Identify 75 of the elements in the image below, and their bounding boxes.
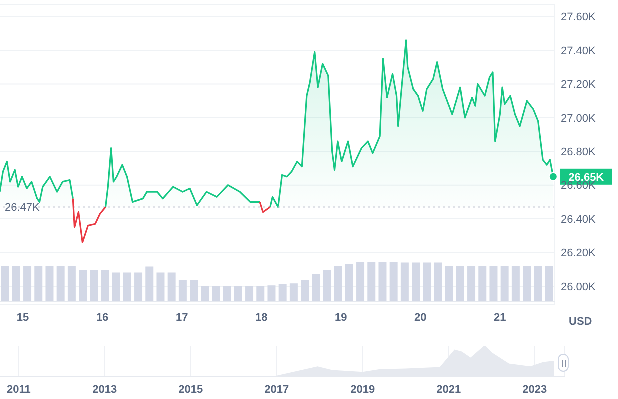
- bar: [156, 272, 165, 302]
- bar: [478, 266, 487, 302]
- bar: [301, 280, 310, 302]
- bar: [490, 266, 498, 302]
- bar: [112, 272, 120, 302]
- bar: [456, 266, 464, 302]
- y-tick-label: 26.80K: [561, 146, 597, 159]
- y-tick-label: 27.40K: [561, 45, 597, 58]
- bar: [12, 266, 20, 302]
- x-tick-label: 20: [414, 312, 427, 324]
- y-tick-label: 27.00K: [561, 112, 597, 125]
- bar: [190, 280, 198, 302]
- bar: [378, 262, 387, 302]
- x-tick-label: 21: [494, 312, 506, 324]
- bar: [334, 266, 342, 302]
- x-tick-label: 2023: [522, 384, 548, 396]
- bar: [68, 266, 76, 302]
- bar: [1, 266, 10, 302]
- x-tick-label: 2021: [436, 384, 462, 396]
- bar: [79, 270, 88, 302]
- bar: [523, 266, 532, 302]
- x-tick-label: 2019: [350, 384, 376, 396]
- y-tick-label: 26.00K: [561, 281, 597, 294]
- bar: [24, 266, 32, 302]
- bar: [46, 266, 54, 302]
- bar: [468, 266, 476, 302]
- x-tick-label: 19: [334, 312, 348, 324]
- bar: [201, 286, 210, 302]
- bar: [512, 266, 520, 302]
- bar: [34, 266, 43, 302]
- y-tick-label: 26.40K: [561, 214, 597, 226]
- bar: [500, 266, 509, 302]
- bar: [268, 286, 276, 302]
- bar: [134, 272, 143, 302]
- bar: [223, 286, 232, 302]
- bar: [434, 262, 442, 302]
- x-tick-label: 2013: [92, 384, 118, 396]
- bar: [323, 270, 332, 302]
- bar: [423, 262, 432, 302]
- y-tick-label: 27.60K: [561, 12, 597, 24]
- bar: [534, 266, 542, 302]
- bar: [146, 266, 154, 302]
- bar: [256, 286, 265, 302]
- bar: [212, 286, 220, 302]
- y-tick-label: 27.20K: [561, 79, 597, 92]
- bar: [290, 284, 298, 302]
- bar: [234, 286, 242, 302]
- x-tick-label: 2015: [178, 384, 204, 396]
- bar: [178, 280, 187, 302]
- bar: [400, 262, 409, 302]
- bar: [278, 284, 287, 302]
- bar: [345, 264, 354, 302]
- bar: [246, 286, 254, 302]
- x-tick-label: 18: [255, 312, 268, 324]
- bar: [312, 274, 320, 302]
- bar: [356, 262, 365, 302]
- bar: [445, 266, 454, 302]
- bar: [90, 270, 98, 302]
- line-series: [72, 198, 107, 244]
- x-tick-label: 16: [96, 312, 109, 324]
- ref-line-label: 26.47K: [5, 202, 41, 214]
- bar: [368, 262, 376, 302]
- x-tick-label: 2017: [264, 384, 290, 396]
- x-tick-label: 17: [176, 312, 188, 324]
- y-tick-label: 26.20K: [561, 248, 597, 260]
- x-tick-label: 2011: [6, 384, 31, 396]
- bar: [168, 272, 176, 302]
- bar: [123, 272, 132, 302]
- y-axis-title: USD: [569, 316, 592, 328]
- bar: [412, 262, 420, 302]
- bar: [545, 266, 554, 302]
- bar: [101, 270, 110, 302]
- x-tick-label: 15: [16, 312, 30, 324]
- bar: [390, 262, 398, 302]
- bar: [56, 266, 65, 302]
